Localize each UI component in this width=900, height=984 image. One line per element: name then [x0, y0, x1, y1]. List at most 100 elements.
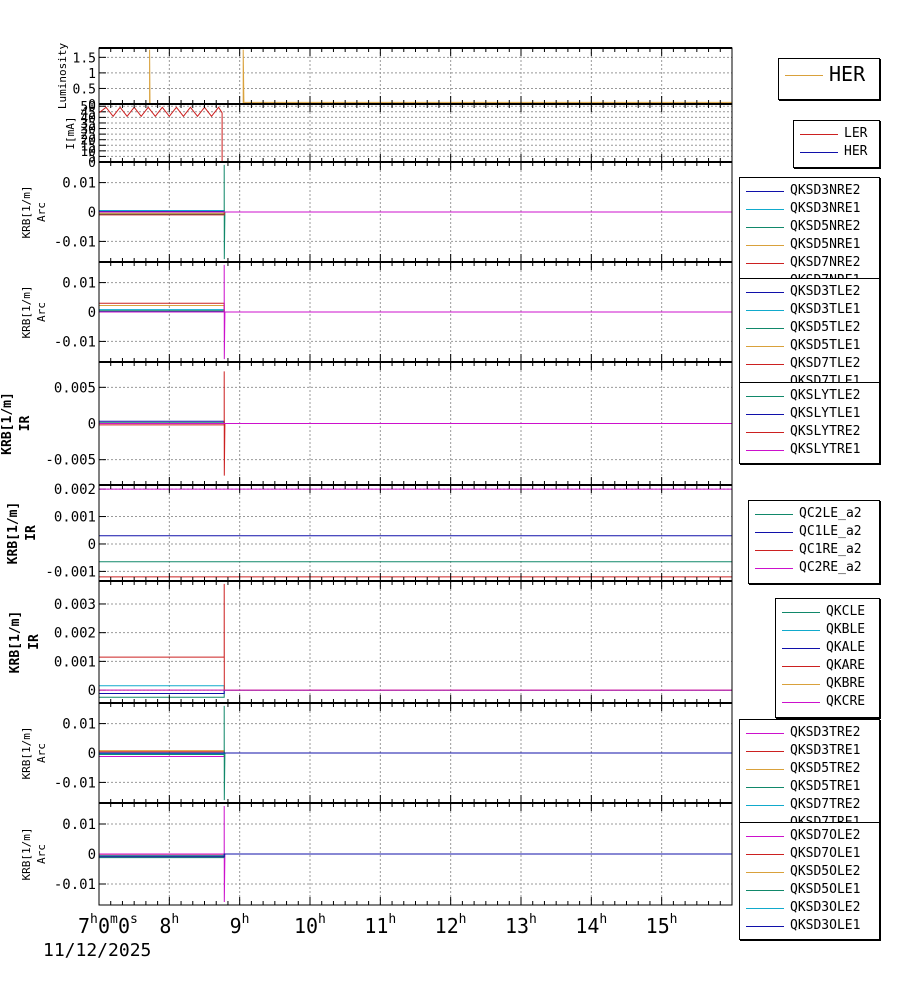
series-line-QKARE — [99, 583, 732, 691]
legend-item: QKSD5NRE1 — [740, 236, 879, 254]
series-line-QKALE — [99, 689, 732, 694]
legend-swatch — [746, 432, 784, 433]
y-axis-label: Luminosity — [56, 43, 69, 110]
legend-label: QC2RE_a2 — [799, 560, 862, 575]
panel-frame — [98, 580, 733, 704]
legend-item: QKSD3OLE2 — [740, 899, 879, 917]
legend-swatch — [746, 328, 784, 329]
y-axis-label-secondary: Arc — [35, 844, 48, 864]
y-axis-label-secondary: IR — [18, 416, 33, 432]
legend-item: QKSD7TLE2 — [740, 355, 879, 373]
legend-swatch — [782, 666, 820, 667]
legend-label: HER — [844, 144, 868, 159]
y-axis-label: KRB[1/m] — [0, 392, 15, 455]
y-tick-label: 0.001 — [54, 654, 96, 670]
x-tick-label-suffix: h — [171, 912, 179, 927]
legend-label: QKBLE — [826, 622, 866, 637]
y-axis-label-secondary: Arc — [35, 302, 48, 322]
legend-label: QKSD5OLE2 — [790, 864, 861, 879]
y-tick-label: 0.5 — [73, 82, 96, 97]
y-axis-label-secondary: IR — [24, 525, 39, 541]
legend-swatch — [746, 836, 784, 837]
panel-7: 0.003 0.002 0.001 0 KRB[1/m] IR — [8, 580, 733, 704]
legend-item: QKSLYTLE1 — [740, 405, 879, 423]
legend-label: QKSD3TRE1 — [790, 743, 861, 758]
x-tick-label-part: h — [90, 912, 98, 927]
y-axis-label: KRB[1/m] — [20, 828, 33, 881]
y-tick-label: 15 — [80, 139, 96, 154]
legend-label: QKSD5NRE2 — [790, 219, 861, 234]
legend-label: QKSD7TLE2 — [790, 356, 861, 371]
legend-label: QKSD5TLE2 — [790, 320, 861, 335]
legend-box: QKCLE QKBLE QKALE QKARE QKBRE QKCRE — [775, 598, 880, 718]
legend-box: QKSD3TLE2 QKSD3TLE1 QKSD5TLE2 QKSD5TLE1 QKSD… — [739, 278, 880, 396]
y-tick-label: -0.01 — [54, 234, 96, 250]
y-tick-label: 0.01 — [62, 817, 96, 833]
legend-swatch — [782, 612, 820, 613]
y-axis-label: I[mA] — [64, 116, 77, 149]
x-tick-label-part: m — [110, 912, 118, 927]
legend-item: QKSD3NRE2 — [740, 182, 879, 200]
legend-label: QKSD3TLE1 — [790, 302, 861, 317]
legend-label: QKSLYTLE2 — [790, 388, 861, 403]
legend-item: QKSD7NRE2 — [740, 254, 879, 272]
x-tick-label-14: 14 h — [575, 912, 607, 938]
y-tick-label: 0 — [88, 537, 96, 553]
legend-item: QKSD7OLE2 — [740, 827, 879, 845]
legend-item: QC2RE_a2 — [749, 559, 879, 577]
legend-swatch — [782, 630, 820, 631]
legend-item: QKSD5TLE1 — [740, 337, 879, 355]
legend-swatch — [746, 346, 784, 347]
y-tick-label: 50 — [80, 100, 96, 115]
x-tick-label-suffix: h — [318, 912, 326, 927]
legend-label: QKSD5TRE2 — [790, 761, 861, 776]
x-tick-label: 8 — [159, 914, 171, 938]
panel-3: 0.01 0 -0.01 KRB[1/m] Arc — [20, 161, 733, 263]
legend-swatch — [746, 450, 784, 451]
legend-swatch — [746, 872, 784, 873]
legend-swatch — [785, 75, 823, 76]
legend-item: HER — [794, 143, 879, 161]
panel-9: 0.01 0 -0.01 KRB[1/m] Arc — [20, 802, 733, 906]
legend-label: HER — [829, 62, 866, 86]
x-tick-label: 13 — [505, 914, 529, 938]
legend-item: QC1LE_a2 — [749, 523, 879, 541]
legend-swatch — [746, 733, 784, 734]
legend-label: QKSD7OLE1 — [790, 846, 861, 861]
legend-label: QKCLE — [826, 604, 866, 619]
legend-label: QKSD3OLE2 — [790, 900, 861, 915]
legend-label: QKSD5TLE1 — [790, 338, 861, 353]
y-axis-label: KRB[1/m] — [20, 286, 33, 339]
legend-label: QKSD7NRE2 — [790, 255, 861, 270]
panel-frame — [98, 484, 733, 582]
legend-item: QKSD5TRE2 — [740, 760, 879, 778]
legend-swatch — [746, 414, 784, 415]
legend-swatch — [746, 245, 784, 246]
legend-swatch — [782, 684, 820, 685]
x-tick-label: 15 — [646, 914, 670, 938]
panel-4: 0.01 0 -0.01 KRB[1/m] Arc — [20, 261, 733, 363]
legend-label: QKSD3OLE1 — [790, 918, 861, 933]
legend-item: LER — [794, 125, 879, 143]
legend-item: QKBRE — [776, 675, 879, 693]
legend-box: QKSLYTLE2 QKSLYTLE1 QKSLYTRE2 QKSLYTRE1 — [739, 382, 880, 464]
y-tick-label: 0 — [88, 847, 96, 863]
legend-label: QKARE — [826, 658, 866, 673]
legend-item: QKBLE — [776, 621, 879, 639]
legend-swatch — [746, 787, 784, 788]
y-tick-label: 0.005 — [54, 380, 96, 396]
y-tick-label: 0 — [88, 746, 96, 762]
x-tick-label-suffix: h — [242, 912, 250, 927]
legend-label: QKSD7OLE2 — [790, 828, 861, 843]
y-tick-label: 0 — [88, 683, 96, 699]
legend-swatch — [746, 263, 784, 264]
legend-swatch — [800, 134, 838, 135]
y-tick-label: -0.001 — [45, 564, 96, 580]
legend-item: HER — [779, 59, 879, 97]
legend-swatch — [746, 890, 784, 891]
x-tick-label-suffix: h — [599, 912, 607, 927]
